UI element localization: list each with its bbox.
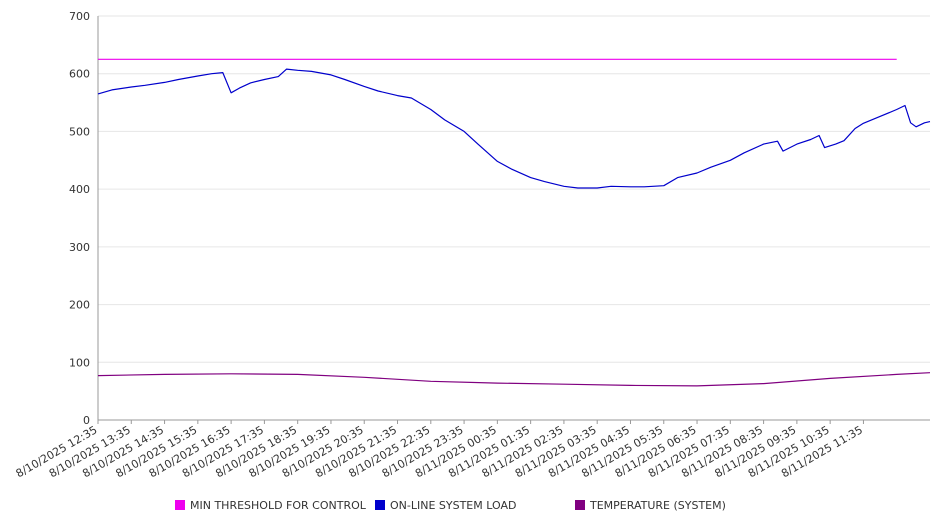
series-line-2 <box>97 68 931 189</box>
y-tick-label: 700 <box>69 10 90 23</box>
series-lines <box>97 58 931 387</box>
x-axis-ticks: 8/10/2025 12:358/10/2025 13:358/10/2025 … <box>14 420 865 480</box>
legend-label: TEMPERATURE (SYSTEM) <box>589 499 726 512</box>
legend-label: MIN THRESHOLD FOR CONTROL <box>190 499 367 512</box>
legend-swatch <box>575 500 585 510</box>
y-tick-label: 0 <box>83 414 90 427</box>
legend-swatch <box>375 500 385 510</box>
legend: MIN THRESHOLD FOR CONTROL ON-LINE SYSTEM … <box>175 499 726 512</box>
y-tick-label: 300 <box>69 241 90 254</box>
y-tick-label: 600 <box>69 68 90 81</box>
legend-swatch <box>175 500 185 510</box>
gridlines <box>98 15 930 363</box>
y-tick-label: 500 <box>69 125 90 138</box>
y-tick-label: 200 <box>69 299 90 312</box>
legend-label: ON-LINE SYSTEM LOAD <box>390 499 516 512</box>
y-tick-label: 100 <box>69 356 90 369</box>
y-axis-ticks: 0 100 200 300 400 500 600 700 <box>69 10 90 427</box>
series-line-3 <box>97 372 931 387</box>
y-tick-label: 400 <box>69 183 90 196</box>
